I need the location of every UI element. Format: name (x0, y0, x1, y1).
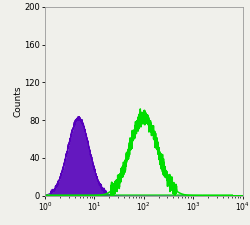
Y-axis label: Counts: Counts (14, 86, 23, 117)
